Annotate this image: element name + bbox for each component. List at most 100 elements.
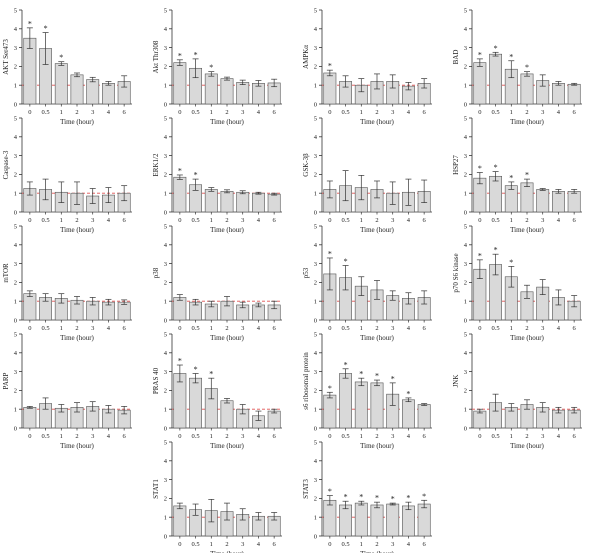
- x-tick-label: 3: [91, 325, 94, 332]
- x-tick-label: 3: [541, 217, 544, 224]
- y-tick-label: 4: [164, 134, 168, 141]
- x-tick-label: 2: [375, 433, 378, 440]
- x-tick-label: 2: [375, 217, 378, 224]
- x-tick-label: 1: [60, 433, 63, 440]
- x-tick-label: 2: [225, 433, 228, 440]
- bar: [236, 191, 250, 213]
- x-tick-label: 2: [525, 217, 528, 224]
- x-tick-label: 1: [360, 325, 363, 332]
- x-tick-label: 6: [123, 217, 127, 224]
- bar: [204, 73, 218, 105]
- bar: [70, 74, 84, 105]
- bar: [386, 503, 400, 537]
- x-tick-label: 3: [391, 433, 394, 440]
- x-tick-label: 0.5: [192, 109, 200, 116]
- y-tick-label: 2: [314, 172, 317, 179]
- x-axis-title: Time (hour): [60, 442, 94, 450]
- significance-mark: *: [328, 62, 332, 71]
- significance-mark: *: [209, 63, 213, 72]
- significance-mark: *: [406, 494, 410, 503]
- x-tick-label: 0: [178, 541, 181, 548]
- y-tick-label: 2: [164, 388, 167, 395]
- y-tick-label: 2: [464, 172, 467, 179]
- significance-mark: *: [194, 50, 198, 59]
- x-tick-label: 1: [360, 433, 363, 440]
- y-tick-label: 2: [464, 64, 467, 71]
- y-axis-title: p38: [152, 267, 160, 278]
- y-tick-label: 4: [314, 134, 318, 141]
- bar: [102, 83, 115, 105]
- x-tick-label: 6: [573, 433, 577, 440]
- x-tick-label: 3: [91, 217, 94, 224]
- bar: [370, 382, 384, 429]
- bar: [401, 399, 415, 429]
- chart-panel-4: 0 1 2 3 4 5 * 0 * 0.5 * 1 * 2 3 4 6 Time (hour) BAD: [452, 7, 582, 126]
- y-axis-title: STAT3: [302, 479, 310, 499]
- y-tick-label: 5: [164, 439, 167, 446]
- y-tick-label: 2: [464, 280, 467, 287]
- x-axis-title: Time (hour): [210, 550, 244, 553]
- bar: [173, 62, 187, 105]
- x-axis-title: Time (hour): [360, 442, 394, 450]
- x-tick-label: 4: [107, 109, 111, 116]
- bar: [370, 504, 384, 537]
- x-axis-title: Time (hour): [60, 226, 94, 234]
- x-tick-label: 0.5: [492, 217, 500, 224]
- x-tick-label: 0: [478, 325, 481, 332]
- x-tick-label: 6: [123, 433, 127, 440]
- y-tick-label: 5: [464, 7, 467, 14]
- x-tick-label: 3: [541, 433, 544, 440]
- x-tick-label: 0: [328, 109, 331, 116]
- y-tick-label: 0: [314, 425, 317, 432]
- y-tick-label: 3: [164, 45, 167, 52]
- y-tick-label: 1: [14, 299, 17, 306]
- y-axis-title: AKT Ser473: [2, 39, 10, 75]
- y-tick-label: 2: [14, 172, 17, 179]
- bar: [220, 191, 234, 213]
- significance-mark: *: [328, 384, 332, 393]
- x-tick-label: 4: [557, 109, 561, 116]
- y-tick-label: 5: [464, 331, 467, 338]
- significance-mark: *: [494, 44, 498, 53]
- y-tick-label: 1: [314, 515, 317, 522]
- y-tick-label: 0: [314, 209, 317, 216]
- significance-mark: *: [194, 171, 198, 180]
- y-axis-title: AMPKα: [302, 45, 310, 69]
- x-tick-label: 1: [510, 433, 513, 440]
- bar: [401, 505, 415, 537]
- chart-panel-10: 0 1 2 3 4 5 0 0.5 1 2 3 4 6 Time (hour) p38: [152, 223, 282, 342]
- bar: [520, 182, 534, 213]
- y-tick-label: 5: [164, 223, 167, 230]
- x-tick-label: 4: [557, 433, 561, 440]
- bar: [354, 381, 368, 429]
- y-tick-label: 3: [14, 261, 17, 268]
- y-tick-label: 4: [164, 26, 168, 33]
- y-tick-label: 3: [314, 477, 317, 484]
- significance-mark: *: [375, 372, 379, 381]
- y-tick-label: 3: [164, 369, 167, 376]
- x-tick-label: 4: [557, 217, 561, 224]
- x-tick-label: 0: [328, 541, 331, 548]
- y-tick-label: 2: [314, 388, 317, 395]
- x-tick-label: 2: [225, 325, 228, 332]
- x-tick-label: 6: [123, 325, 127, 332]
- y-tick-label: 0: [164, 533, 167, 540]
- significance-mark: *: [478, 164, 482, 173]
- x-axis-title: Time (hour): [510, 442, 544, 450]
- y-tick-label: 5: [314, 7, 317, 14]
- y-tick-label: 3: [314, 153, 317, 160]
- x-tick-label: 0.5: [192, 325, 200, 332]
- y-axis-title: BAD: [452, 50, 460, 65]
- significance-mark: *: [375, 494, 379, 503]
- y-tick-label: 1: [314, 407, 317, 414]
- y-axis-title: PARP: [2, 372, 10, 389]
- x-tick-label: 4: [407, 325, 411, 332]
- x-tick-label: 0.5: [42, 433, 50, 440]
- x-tick-label: 3: [91, 433, 94, 440]
- y-tick-label: 0: [314, 317, 317, 324]
- bar: [567, 83, 581, 105]
- y-tick-label: 4: [14, 26, 18, 33]
- y-axis-title: mTOR: [2, 263, 10, 283]
- x-tick-label: 4: [257, 325, 261, 332]
- y-tick-label: 4: [164, 458, 168, 465]
